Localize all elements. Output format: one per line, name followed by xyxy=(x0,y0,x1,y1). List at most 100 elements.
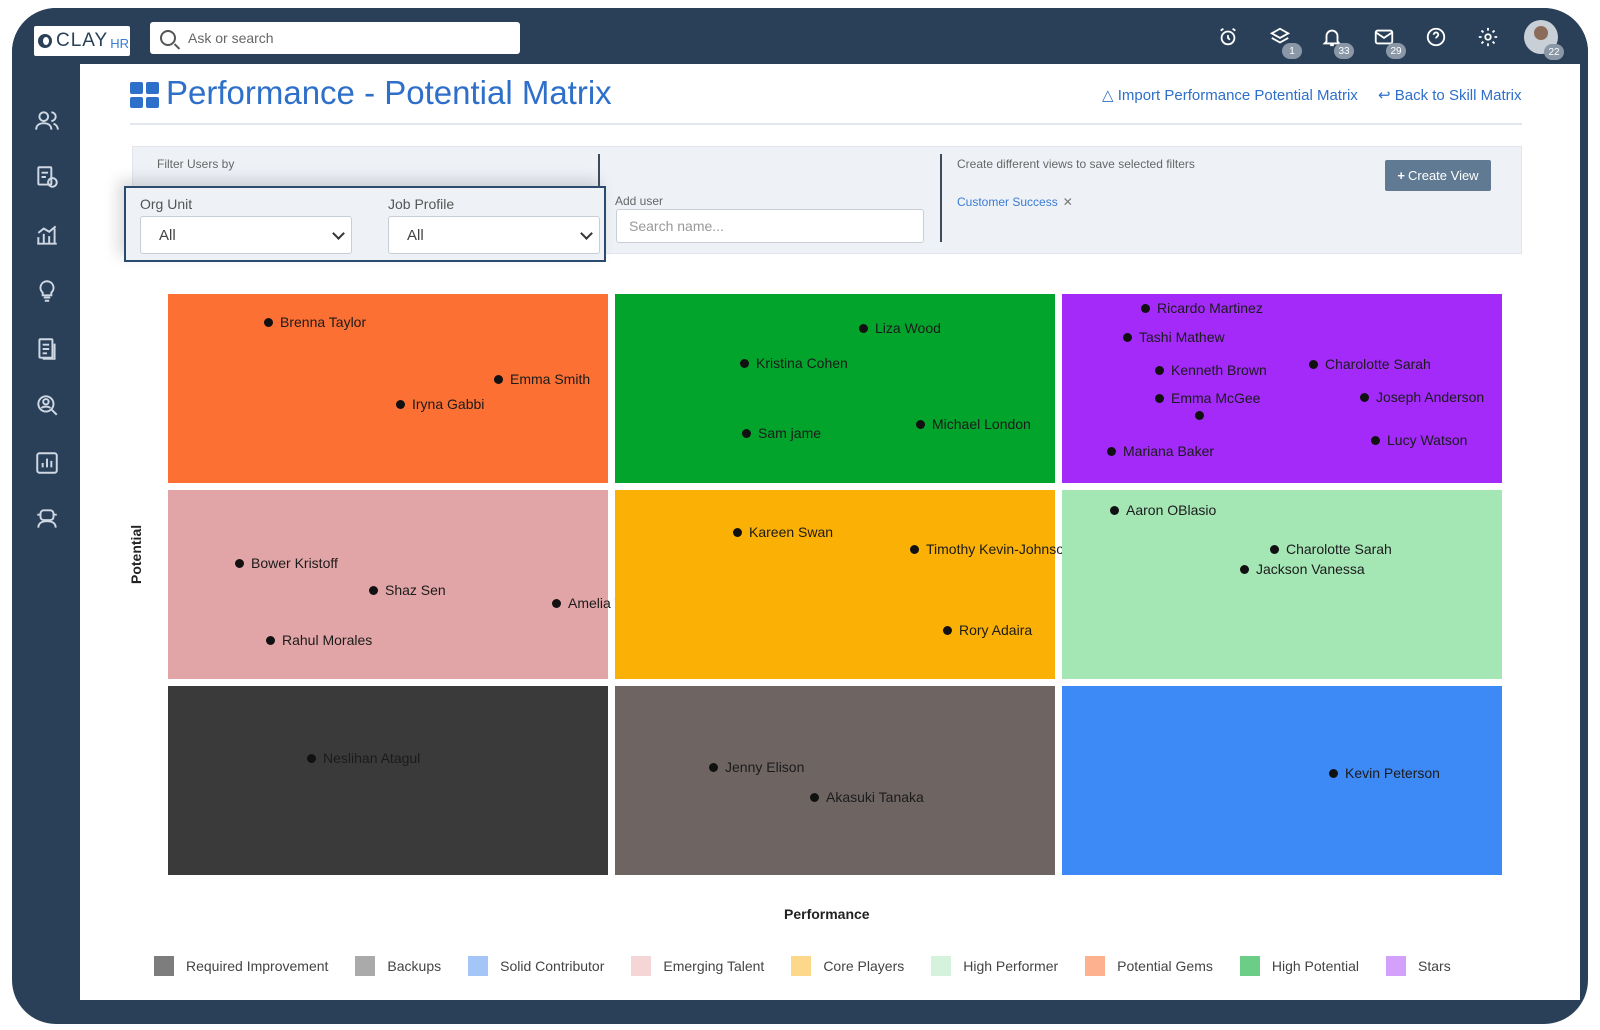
sidebar-analytics-icon[interactable] xyxy=(34,222,60,248)
legend-swatch xyxy=(1386,956,1407,976)
import-matrix-link[interactable]: △ Import Performance Potential Matrix xyxy=(1102,86,1358,104)
views-separator xyxy=(940,154,942,242)
avatar-badge: 22 xyxy=(1544,44,1564,60)
logo-icon xyxy=(38,34,52,48)
filter-users-label: Filter Users by xyxy=(157,157,235,171)
person-marker[interactable]: Kevin Peterson xyxy=(1329,765,1440,781)
job-profile-label: Job Profile xyxy=(388,196,455,212)
cell-emerging-talent: Bower Kristoff Shaz Sen Amelia Wiggins R… xyxy=(168,490,664,679)
person-marker[interactable]: Kristina Cohen xyxy=(740,355,848,371)
person-marker[interactable]: Kenneth Brown xyxy=(1155,362,1267,378)
legend-label: High Potential xyxy=(1271,958,1360,974)
sidebar-reports-icon[interactable] xyxy=(34,450,60,476)
person-marker[interactable]: Aaron OBlasio xyxy=(1110,502,1216,518)
add-user-input[interactable] xyxy=(616,209,924,243)
search-icon xyxy=(160,30,176,46)
person-marker[interactable]: Neslihan Atagul xyxy=(307,750,420,766)
sidebar-documents-icon[interactable] xyxy=(34,336,60,362)
person-marker[interactable]: Iryna Gabbi xyxy=(396,396,484,412)
person-marker[interactable]: Liza Wood xyxy=(859,320,941,336)
person-marker[interactable]: Kareen Swan xyxy=(733,524,833,540)
person-marker[interactable]: Tashi Mathew xyxy=(1123,329,1225,345)
person-marker[interactable]: Rahul Morales xyxy=(266,632,372,648)
filter-separator xyxy=(598,154,600,188)
import-matrix-label: Import Performance Potential Matrix xyxy=(1117,87,1358,104)
person-marker[interactable]: Charolotte Sarah xyxy=(1309,356,1431,372)
person-marker[interactable]: Charolotte Sarah xyxy=(1270,541,1392,557)
app-logo[interactable]: CLAY HR xyxy=(34,26,130,56)
job-profile-select[interactable]: All xyxy=(388,216,600,254)
person-marker[interactable]: Joseph Anderson xyxy=(1360,389,1484,405)
gear-icon[interactable] xyxy=(1472,21,1504,53)
logo-text: CLAY xyxy=(56,30,109,51)
create-view-button[interactable]: + Create View xyxy=(1385,160,1491,191)
cell-potential-gems: Brenna Taylor Emma Smith Iryna Gabbi xyxy=(168,294,608,483)
saved-view-label: Customer Success xyxy=(957,195,1058,209)
cell-high-potential: Liza Wood Kristina Cohen Sam jame Michae… xyxy=(615,294,1055,483)
legend-swatch xyxy=(931,956,952,976)
user-avatar[interactable]: 22 xyxy=(1524,20,1564,60)
legend-swatch xyxy=(791,956,812,976)
top-bar: CLAY HR 1 33 29 xyxy=(12,8,1588,64)
person-marker[interactable]: Jenny Elison xyxy=(709,759,804,775)
person-marker[interactable]: Mariana Baker xyxy=(1107,443,1214,459)
legend-label: Potential Gems xyxy=(1117,958,1213,974)
alarm-icon[interactable] xyxy=(1212,21,1244,53)
search-input[interactable] xyxy=(186,29,490,47)
legend-item: Core Players xyxy=(791,956,904,976)
matrix-legend: Required Improvement Backups Solid Contr… xyxy=(154,956,1478,976)
matrix-grid-icon xyxy=(130,82,160,108)
person-marker[interactable]: Brenna Taylor xyxy=(264,314,366,330)
page-title: Performance - Potential Matrix xyxy=(166,74,612,111)
plus-icon: + xyxy=(1397,168,1405,183)
mail-badge: 29 xyxy=(1386,43,1406,59)
person-marker[interactable]: Shaz Sen xyxy=(369,582,446,598)
legend-swatch xyxy=(1239,956,1260,976)
global-search[interactable] xyxy=(150,22,520,54)
legend-label: Stars xyxy=(1418,958,1451,974)
close-icon[interactable]: ✕ xyxy=(1062,195,1073,209)
saved-view-chip[interactable]: Customer Success ✕ xyxy=(957,195,1073,209)
job-profile-value: All xyxy=(407,226,424,244)
person-marker[interactable]: Ricardo Martinez xyxy=(1141,300,1263,316)
person-marker[interactable]: Emma Smith xyxy=(494,371,590,387)
back-to-skill-matrix-link[interactable]: ↩ Back to Skill Matrix xyxy=(1378,86,1521,104)
sidebar-search-people-icon[interactable] xyxy=(34,392,60,418)
person-marker[interactable]: Michael London xyxy=(916,416,1031,432)
person-marker[interactable]: Sam jame xyxy=(742,425,821,441)
y-axis-label: Potential xyxy=(128,524,144,584)
sidebar-users-icon[interactable] xyxy=(34,108,60,134)
legend-item: High Performer xyxy=(931,956,1058,976)
legend-item: Emerging Talent xyxy=(631,956,764,976)
sidebar-payroll-icon[interactable] xyxy=(34,164,60,190)
person-marker[interactable]: Emma McGee xyxy=(1155,390,1260,406)
person-dot[interactable] xyxy=(1195,411,1204,420)
layers-icon[interactable]: 1 xyxy=(1264,21,1302,59)
bell-icon[interactable]: 33 xyxy=(1316,21,1354,59)
sidebar-team-icon[interactable] xyxy=(34,506,60,532)
legend-label: Core Players xyxy=(823,958,905,974)
person-marker[interactable]: Jackson Vanessa xyxy=(1240,561,1365,577)
legend-item: Stars xyxy=(1386,956,1451,976)
person-marker[interactable]: Timothy Kevin-Johnson xyxy=(910,541,1072,557)
person-marker[interactable]: Lucy Watson xyxy=(1371,432,1467,448)
app-frame: CLAY HR 1 33 29 xyxy=(12,8,1588,1024)
mail-icon[interactable]: 29 xyxy=(1368,21,1406,59)
person-marker[interactable]: Rory Adaira xyxy=(943,622,1032,638)
legend-label: Backups xyxy=(387,958,442,974)
legend-swatch xyxy=(154,956,174,976)
cell-core-players: Kareen Swan Timothy Kevin-Johnson Rory A… xyxy=(615,490,1072,679)
person-marker[interactable]: Bower Kristoff xyxy=(235,555,338,571)
back-link-label: Back to Skill Matrix xyxy=(1394,87,1522,104)
performance-potential-matrix: Brenna Taylor Emma Smith Iryna Gabbi Liz… xyxy=(168,294,1504,878)
legend-swatch xyxy=(1085,956,1106,976)
person-marker[interactable]: Akasuki Tanaka xyxy=(810,789,924,805)
sidebar xyxy=(12,64,80,1024)
org-unit-select[interactable]: All xyxy=(140,216,352,254)
cell-required-improvement: Neslihan Atagul xyxy=(168,686,608,875)
add-user-label: Add user xyxy=(615,194,664,208)
legend-item: Potential Gems xyxy=(1085,956,1213,976)
legend-swatch xyxy=(355,956,376,976)
help-icon[interactable] xyxy=(1420,21,1452,53)
sidebar-ideas-icon[interactable] xyxy=(34,278,60,304)
